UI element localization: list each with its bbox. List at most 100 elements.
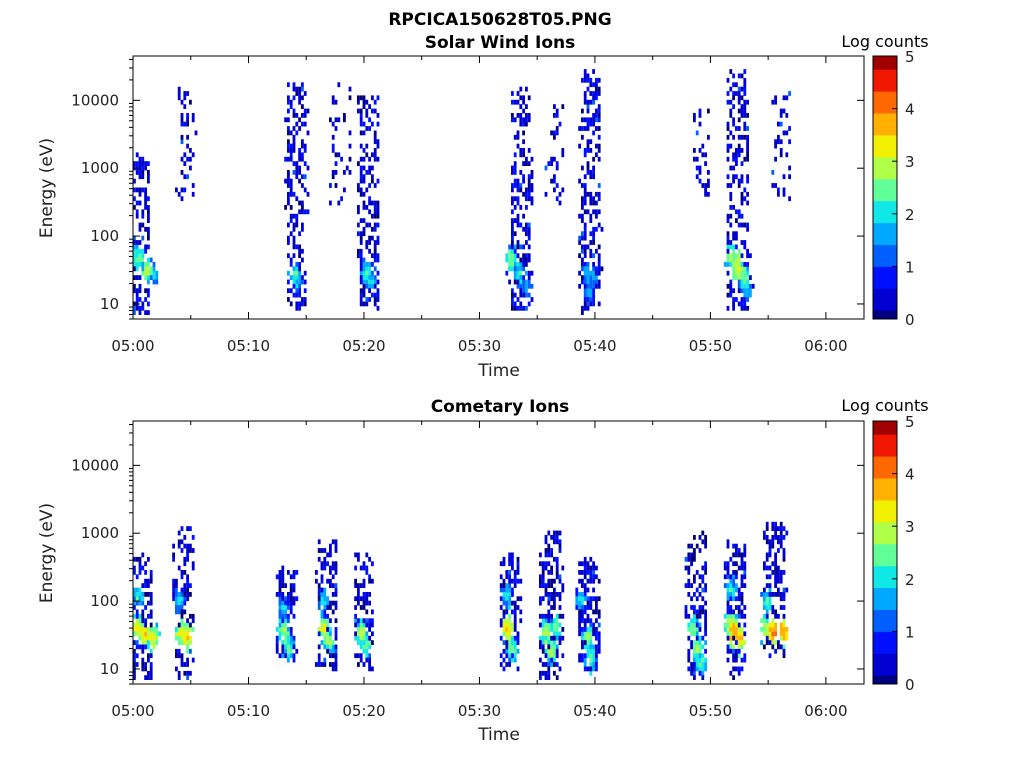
heatmap-cell: [578, 622, 581, 628]
colorbar-segment: [873, 69, 897, 75]
heatmap-cell: [586, 262, 590, 267]
heatmap-cell: [541, 618, 545, 624]
heatmap-cell: [354, 552, 357, 558]
heatmap-cell: [561, 148, 565, 153]
heatmap-cell: [516, 187, 520, 193]
heatmap-cell: [513, 266, 517, 272]
heatmap-cell: [180, 592, 184, 597]
heatmap-cell: [695, 609, 699, 615]
heatmap-cell: [359, 191, 363, 197]
heatmap-cell: [774, 95, 777, 101]
heatmap-cell: [368, 170, 371, 175]
heatmap-cell: [362, 631, 366, 637]
heatmap-cell: [544, 670, 548, 676]
colorbar-segment: [873, 152, 897, 158]
heatmap-cell: [357, 253, 360, 259]
heatmap-cell: [133, 257, 136, 263]
heatmap-cell: [740, 565, 744, 571]
heatmap-cell: [555, 644, 559, 650]
heatmap-cell: [547, 583, 551, 588]
y-tick-label: 100: [90, 227, 119, 245]
heatmap-cell: [735, 174, 738, 180]
heatmap-cell: [371, 95, 374, 101]
heatmap-cell: [779, 530, 783, 536]
heatmap-cell: [595, 648, 598, 654]
heatmap-cell: [511, 288, 514, 294]
heatmap-cell: [368, 266, 371, 272]
colorbar-segment: [873, 91, 897, 96]
heatmap-cell: [586, 73, 590, 79]
heatmap-cell: [541, 565, 545, 571]
heatmap-cell: [581, 266, 584, 272]
heatmap-cell: [172, 543, 175, 549]
heatmap-cell: [284, 583, 287, 588]
heatmap-cell: [365, 240, 369, 245]
heatmap-cell: [513, 613, 517, 619]
heatmap-cell: [133, 640, 136, 645]
heatmap-cell: [298, 148, 301, 153]
colorbar-segment: [873, 64, 897, 70]
heatmap-cell: [138, 262, 142, 267]
heatmap-cell: [729, 648, 733, 654]
heatmap-cell: [589, 644, 593, 650]
heatmap-cell: [508, 657, 511, 663]
heatmap-cell: [365, 152, 369, 158]
heatmap-cell: [522, 257, 525, 263]
heatmap-cell: [743, 244, 747, 250]
heatmap-cell: [357, 95, 360, 101]
heatmap-cell: [765, 583, 769, 588]
heatmap-cell: [527, 283, 531, 289]
heatmap-cell: [527, 178, 531, 184]
heatmap-cell: [707, 178, 710, 184]
heatmap-cell: [698, 613, 702, 619]
heatmap-cell: [592, 578, 595, 584]
heatmap-cell: [558, 596, 562, 602]
heatmap-cell: [550, 570, 553, 575]
heatmap-cell: [180, 609, 184, 615]
x-tick-label: 05:20: [342, 337, 385, 355]
heatmap-cell: [172, 587, 175, 593]
heatmap-cell: [149, 631, 153, 637]
heatmap-cell: [323, 662, 327, 667]
heatmap-cell: [177, 609, 181, 615]
heatmap-cell: [561, 104, 565, 109]
heatmap-cell: [147, 270, 150, 276]
heatmap-cell: [186, 121, 189, 127]
heatmap-cell: [175, 605, 178, 610]
colorbar-segment: [873, 178, 897, 184]
heatmap-cell: [768, 640, 772, 645]
heatmap-cell: [513, 622, 517, 628]
heatmap-cell: [746, 226, 749, 232]
heatmap-cell: [301, 82, 304, 88]
heatmap-cell: [354, 605, 357, 610]
heatmap-cell: [586, 565, 590, 571]
heatmap-cell: [597, 257, 601, 263]
heatmap-cell: [589, 574, 593, 580]
heatmap-cell: [511, 231, 514, 237]
heatmap-cell: [275, 648, 279, 654]
heatmap-cell: [376, 178, 380, 184]
heatmap-cell: [141, 213, 145, 219]
heatmap-cell: [586, 301, 590, 307]
heatmap-cell: [592, 570, 595, 575]
heatmap-cell: [149, 662, 153, 667]
heatmap-cell: [578, 213, 581, 219]
heatmap-cell: [779, 578, 783, 584]
heatmap-cell: [743, 657, 747, 663]
heatmap-cell: [732, 297, 735, 302]
heatmap-cell: [303, 279, 307, 285]
heatmap-cell: [320, 592, 324, 597]
heatmap-cell: [732, 305, 735, 311]
heatmap-cell: [550, 552, 553, 558]
heatmap-cell: [133, 657, 136, 663]
heatmap-cell: [281, 596, 285, 602]
heatmap-cell: [138, 618, 142, 624]
heatmap-cell: [303, 270, 307, 276]
heatmap-cell: [144, 662, 147, 667]
heatmap-cell: [732, 266, 735, 272]
heatmap-cell: [287, 605, 290, 610]
heatmap-cell: [737, 627, 741, 632]
heatmap-cell: [763, 600, 766, 606]
heatmap-cell: [592, 270, 595, 276]
heatmap-cell: [289, 627, 293, 632]
